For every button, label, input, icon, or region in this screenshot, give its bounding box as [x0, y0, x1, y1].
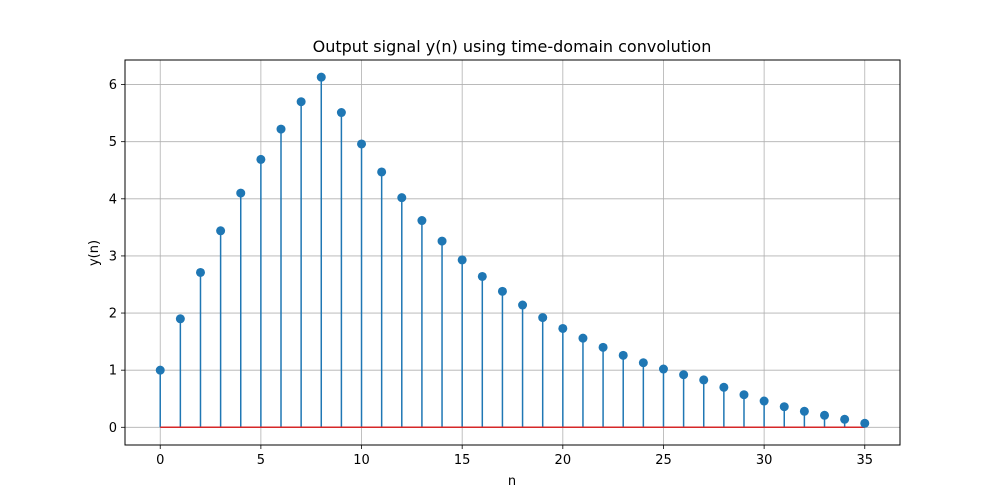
- stem-marker: [175, 314, 185, 324]
- y-tick-label: 5: [109, 135, 117, 150]
- stem-marker: [719, 382, 729, 392]
- stem-marker: [779, 402, 789, 412]
- stem-marker: [216, 226, 226, 236]
- y-tick-label: 2: [109, 307, 117, 322]
- x-tick-label: 25: [655, 453, 672, 468]
- stem-marker: [759, 396, 769, 406]
- y-tick-label: 3: [109, 249, 117, 264]
- x-tick-label: 35: [856, 453, 873, 468]
- stem-marker: [578, 333, 588, 343]
- stem-marker: [457, 255, 467, 265]
- x-tick-label: 20: [555, 453, 572, 468]
- y-tick-label: 6: [109, 78, 117, 93]
- stem-marker: [155, 365, 165, 375]
- stem-marker: [618, 350, 628, 360]
- y-tick-label: 1: [109, 364, 117, 379]
- stem-marker: [256, 154, 266, 164]
- stem-marker: [739, 390, 749, 400]
- stems: [159, 77, 866, 429]
- y-tick-label: 0: [109, 421, 117, 436]
- stem-marker: [497, 286, 507, 296]
- stem-marker: [336, 108, 346, 118]
- stem-marker: [538, 313, 548, 323]
- stem-marker: [316, 72, 326, 82]
- stem-marker: [437, 236, 447, 246]
- stem-marker: [658, 364, 668, 374]
- stem-marker: [638, 358, 648, 368]
- stem-marker: [679, 370, 689, 380]
- plot-area-frame: [124, 59, 901, 446]
- stem-marker: [799, 406, 809, 416]
- x-tick-label: 5: [257, 453, 265, 468]
- stem-marker: [236, 188, 246, 198]
- markers: [155, 72, 870, 428]
- stem-marker: [195, 267, 205, 277]
- stem-marker: [397, 193, 407, 203]
- stem-marker: [276, 124, 286, 134]
- stem-marker: [377, 167, 387, 177]
- grid: [125, 60, 900, 445]
- stem-marker: [840, 414, 850, 424]
- stem-marker: [477, 271, 487, 281]
- stem-marker: [357, 139, 367, 149]
- stem-marker: [598, 342, 608, 352]
- y-tick-label: 4: [109, 192, 117, 207]
- ticks: 0 5 10 15 20 25 30 35 0 1 2 3 4 5 6: [109, 78, 873, 468]
- x-tick-label: 0: [156, 453, 164, 468]
- stem-marker: [820, 410, 830, 420]
- x-axis-label: n: [508, 474, 516, 489]
- y-axis-label: y(n): [87, 240, 102, 266]
- stem-marker: [699, 375, 709, 385]
- x-tick-label: 10: [353, 453, 370, 468]
- x-tick-label: 30: [756, 453, 773, 468]
- x-tick-label: 15: [454, 453, 471, 468]
- stem-marker: [296, 97, 306, 107]
- stem-marker: [417, 216, 427, 226]
- stem-marker: [860, 418, 870, 428]
- stem-marker: [558, 323, 568, 333]
- stem-marker: [518, 300, 528, 310]
- chart-title: Output signal y(n) using time-domain con…: [313, 37, 712, 56]
